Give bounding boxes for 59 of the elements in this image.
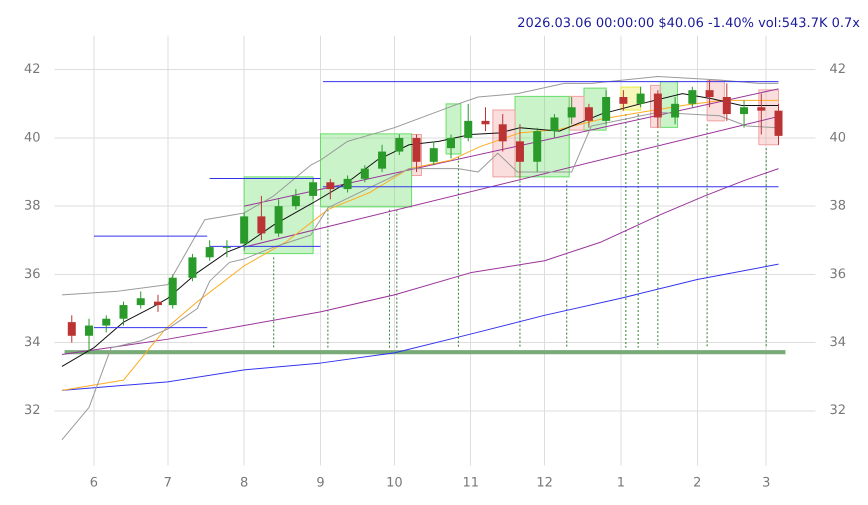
y2-tick-label: 42 bbox=[829, 62, 846, 78]
candlestick bbox=[257, 195, 266, 241]
y2-tick-label: 40 bbox=[829, 130, 846, 146]
candlestick bbox=[430, 140, 438, 166]
candlestick bbox=[309, 178, 318, 200]
candlestick bbox=[188, 253, 196, 282]
x-tick-label: 11 bbox=[462, 476, 479, 491]
candlestick bbox=[619, 90, 628, 112]
y-tick-label: 34 bbox=[24, 334, 41, 350]
candlestick bbox=[292, 188, 300, 210]
y2-tick-label: 32 bbox=[829, 403, 846, 418]
y-tick-label: 38 bbox=[24, 198, 41, 214]
candlestick bbox=[602, 90, 610, 125]
candlestick bbox=[584, 103, 593, 128]
x-tick-label: 12 bbox=[536, 476, 553, 491]
x-tick-label: 10 bbox=[386, 476, 403, 491]
candlestick bbox=[516, 124, 524, 180]
candlestick bbox=[395, 134, 404, 156]
x-tick-label: 7 bbox=[164, 476, 172, 491]
y-tick-label: 32 bbox=[24, 403, 41, 418]
chart-title: 2026.03.06 00:00:00 $40.06 -1.40% vol:543.7K 0.7x bbox=[517, 16, 860, 32]
candlestick bbox=[636, 86, 645, 108]
candlestick bbox=[136, 290, 145, 309]
candlestick bbox=[722, 82, 731, 122]
y2-tick-label: 38 bbox=[829, 198, 846, 214]
candlestick bbox=[550, 114, 558, 138]
candlestick bbox=[102, 314, 110, 333]
candlestick bbox=[568, 96, 576, 125]
candlestick bbox=[654, 90, 662, 128]
candlestick bbox=[740, 100, 748, 128]
x-tick-label: 1 bbox=[616, 476, 626, 491]
candlestick bbox=[222, 240, 231, 258]
candlestick bbox=[119, 301, 128, 326]
candlestick bbox=[85, 318, 94, 354]
x-tick-label: 6 bbox=[90, 476, 98, 491]
x-tick-label: 9 bbox=[316, 476, 325, 491]
y2-tick-label: 36 bbox=[829, 266, 846, 282]
candlestick bbox=[344, 174, 352, 194]
x-tick-label: 8 bbox=[240, 476, 248, 491]
candlestick bbox=[206, 240, 214, 262]
candlestick bbox=[68, 314, 76, 344]
y-tick-label: 40 bbox=[24, 130, 41, 146]
y-tick-label: 36 bbox=[24, 266, 41, 282]
candlestick bbox=[447, 134, 456, 159]
candlestick bbox=[706, 79, 714, 108]
candlestick bbox=[360, 164, 369, 183]
y-tick-label: 42 bbox=[24, 62, 41, 78]
candlestick bbox=[154, 294, 162, 312]
x-tick-label: 3 bbox=[762, 476, 770, 491]
candlestick bbox=[757, 93, 766, 136]
candlestick bbox=[481, 106, 490, 132]
y2-tick-label: 34 bbox=[829, 334, 846, 350]
candlestick bbox=[498, 114, 507, 152]
candlestick bbox=[378, 144, 386, 173]
candlestick bbox=[326, 178, 334, 200]
candlestick bbox=[688, 86, 696, 108]
candlestick bbox=[464, 103, 472, 142]
candlestick bbox=[671, 96, 680, 125]
x-tick-label: 2 bbox=[693, 476, 702, 491]
